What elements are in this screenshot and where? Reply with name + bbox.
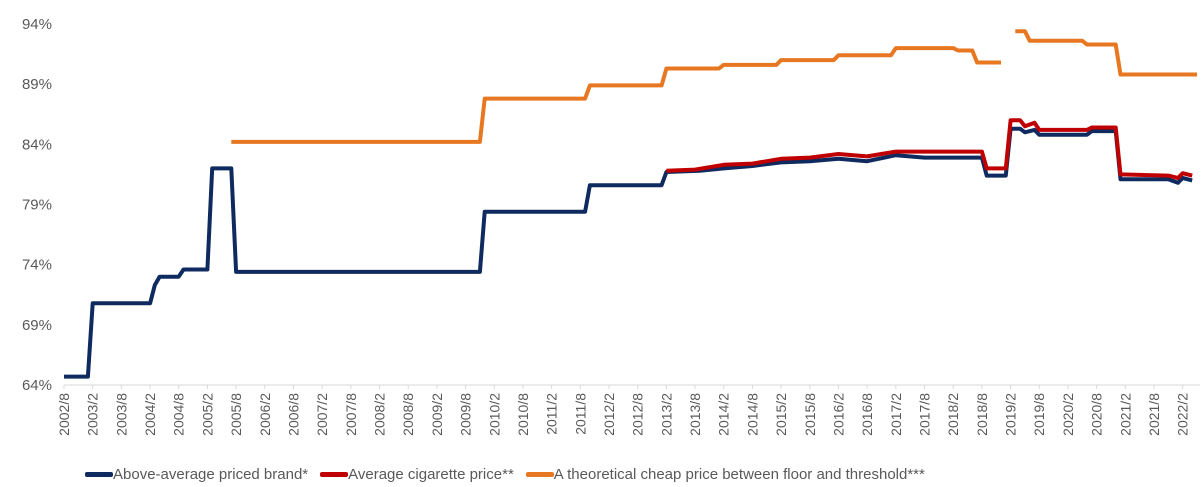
- legend: Above-average priced brand* Average ciga…: [85, 466, 937, 483]
- x-tick-label: 2010/2: [486, 393, 502, 436]
- legend-item-theoretical-cheap: A theoretical cheap price between floor …: [525, 466, 925, 483]
- x-tick-label: 2015/8: [802, 393, 818, 436]
- x-tick-label: 2019/8: [1031, 393, 1047, 436]
- x-tick-label: 2020/8: [1089, 393, 1105, 436]
- x-tick-label: 2011/2: [544, 393, 560, 435]
- legend-label-theoretical-cheap: A theoretical cheap price between floor …: [553, 466, 925, 483]
- x-tick-label: 2014/8: [744, 393, 760, 436]
- x-tick-label: 2012/8: [630, 393, 646, 436]
- x-tick-label: 2003/2: [85, 393, 101, 436]
- x-axis: 2002/8 2003/2 2003/8 2004/2 2004/8 2005/2 2005…: [56, 385, 1191, 436]
- x-tick-label: 2008/8: [400, 393, 416, 436]
- legend-swatch-above-average: [85, 472, 113, 477]
- x-tick-label: 2019/2: [1003, 393, 1019, 436]
- x-tick-label: 2016/8: [859, 393, 875, 436]
- y-axis: 64% 69% 74% 79% 84% 89% 94%: [22, 16, 52, 394]
- x-tick-label: 2008/2: [372, 393, 388, 436]
- legend-item-average-price: Average cigarette price**: [320, 466, 514, 483]
- x-tick-label: 2009/2: [429, 393, 445, 436]
- x-tick-label: 2010/8: [515, 393, 531, 436]
- x-tick-label: 2020/2: [1060, 393, 1076, 436]
- legend-label-average-price: Average cigarette price**: [348, 466, 514, 483]
- x-tick-label: 2018/8: [974, 393, 990, 436]
- x-tick-label: 2021/2: [1117, 393, 1133, 436]
- legend-item-above-average: Above-average priced brand*: [85, 466, 308, 483]
- y-tick-label: 74%: [22, 257, 52, 274]
- x-tick-label: 2017/2: [888, 393, 904, 436]
- series-line-theoretical-cheap-price-segment-1: [231, 46, 1001, 144]
- y-tick-label: 89%: [22, 76, 52, 93]
- series-line-average-cigarette-price: [666, 118, 1193, 180]
- x-tick-label: 2013/2: [658, 393, 674, 436]
- legend-swatch-average-price: [320, 472, 349, 477]
- y-tick-label: 69%: [22, 317, 52, 334]
- x-tick-label: 2013/8: [687, 393, 703, 436]
- x-tick-label: 2017/8: [917, 393, 933, 436]
- x-tick-label: 2007/2: [314, 393, 330, 436]
- y-tick-label: 64%: [22, 377, 52, 394]
- legend-label-above-average: Above-average priced brand*: [113, 466, 309, 483]
- x-tick-label: 2002/8: [56, 393, 72, 436]
- x-tick-label: 2015/2: [773, 393, 789, 436]
- y-tick-label: 94%: [22, 16, 52, 33]
- x-tick-label: 2004/8: [171, 393, 187, 436]
- series-line-above-average-priced-brand: [64, 126, 1193, 379]
- x-tick-label: 2022/2: [1175, 393, 1191, 436]
- legend-swatch-theoretical-cheap: [525, 472, 554, 477]
- x-tick-label: 2005/8: [228, 393, 244, 436]
- x-tick-label: 2005/2: [199, 393, 215, 436]
- x-tick-label: 2009/8: [458, 393, 474, 436]
- x-tick-label: 2003/8: [113, 393, 129, 436]
- x-tick-label: 2014/2: [716, 393, 732, 436]
- x-tick-label: 2012/2: [601, 393, 617, 436]
- x-tick-label: 2006/2: [257, 393, 273, 436]
- y-tick-label: 79%: [22, 197, 52, 214]
- x-tick-label: 2006/8: [285, 393, 301, 436]
- x-tick-label: 2007/8: [343, 393, 359, 436]
- x-tick-label: 2016/2: [830, 393, 846, 436]
- x-tick-label: 2004/2: [142, 393, 158, 436]
- x-tick-label: 2018/2: [945, 393, 961, 436]
- y-tick-label: 84%: [22, 136, 52, 153]
- series-line-theoretical-cheap-price-segment-2: [1015, 29, 1197, 77]
- x-tick-label: 2021/8: [1146, 393, 1162, 436]
- x-tick-label: 2011/8: [572, 393, 588, 435]
- series-layer: [64, 29, 1197, 379]
